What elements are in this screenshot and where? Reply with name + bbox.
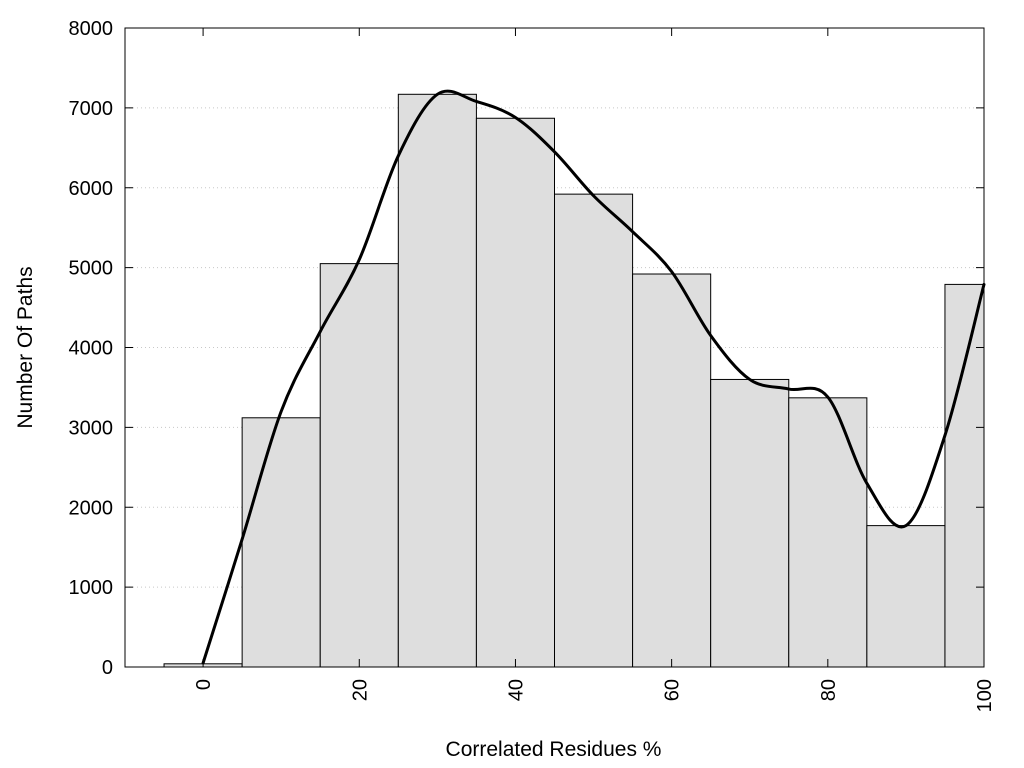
y-tick-label: 0 bbox=[102, 657, 113, 679]
curve-layer bbox=[201, 89, 986, 665]
x-tick-label: 0 bbox=[193, 679, 215, 690]
y-tick-label: 5000 bbox=[69, 258, 114, 280]
x-axis-ticks: 0 20 40 60 80 100 bbox=[193, 28, 996, 712]
histogram-bar bbox=[632, 273, 712, 668]
y-axis-title: Number Of Paths bbox=[14, 266, 37, 428]
histogram-bar bbox=[554, 193, 634, 668]
y-tick-label: 6000 bbox=[69, 178, 114, 200]
histogram-bar bbox=[475, 117, 555, 668]
histogram-bar bbox=[397, 93, 477, 668]
histogram-bar bbox=[241, 417, 321, 668]
bars-layer bbox=[163, 93, 985, 668]
y-tick-label: 2000 bbox=[69, 497, 114, 519]
x-tick-label: 60 bbox=[662, 679, 684, 701]
histogram-bar bbox=[866, 525, 946, 668]
y-tick-label: 1000 bbox=[69, 577, 114, 599]
x-axis-title: Correlated Residues % bbox=[446, 738, 662, 761]
x-tick-label: 40 bbox=[505, 679, 527, 701]
y-tick-label: 8000 bbox=[69, 18, 114, 40]
x-tick-label: 100 bbox=[974, 679, 996, 712]
histogram-bar bbox=[788, 397, 868, 668]
histogram-bar bbox=[944, 283, 985, 668]
y-tick-label: 3000 bbox=[69, 417, 114, 439]
trend-curve bbox=[201, 89, 986, 665]
histogram-bar bbox=[319, 263, 399, 668]
x-tick-label: 80 bbox=[818, 679, 840, 701]
y-axis-ticks: 0 1000 2000 3000 4000 5000 6000 7000 8000 bbox=[69, 18, 984, 679]
x-tick-label: 20 bbox=[349, 679, 371, 701]
histogram-bar bbox=[710, 378, 790, 668]
y-tick-label: 7000 bbox=[69, 98, 114, 120]
y-tick-label: 4000 bbox=[69, 338, 114, 360]
